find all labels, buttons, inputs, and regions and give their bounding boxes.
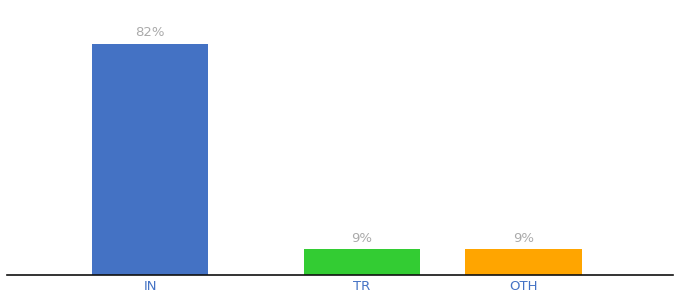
Bar (303, 249, 420, 274)
Text: 9%: 9% (513, 232, 534, 245)
Bar (465, 249, 582, 274)
Text: 9%: 9% (352, 232, 372, 245)
Text: 82%: 82% (135, 26, 165, 39)
Bar (92, 44, 208, 274)
